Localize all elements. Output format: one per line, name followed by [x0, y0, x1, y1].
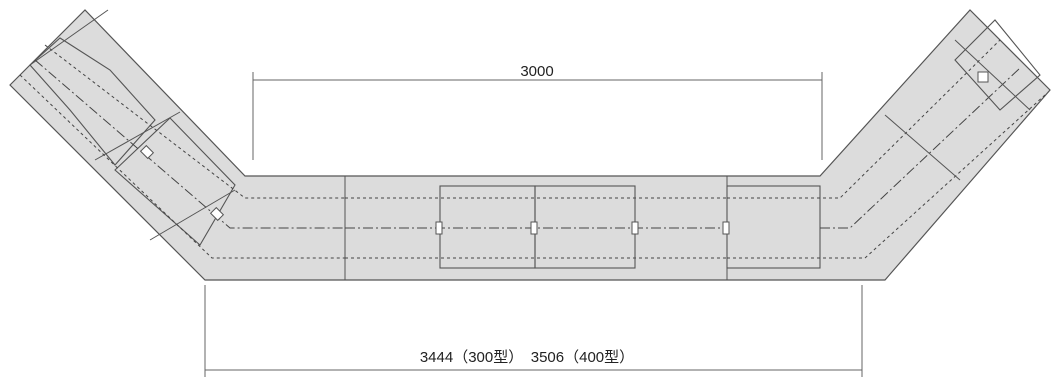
trough-body: [9, 9, 1051, 281]
left-box-upper: [29, 37, 156, 166]
left-segment-line-1: [29, 9, 109, 66]
nub-1: [435, 221, 443, 235]
nub-2: [530, 221, 538, 235]
left-dashed-outer: [19, 74, 345, 259]
left-segment-line-2: [94, 111, 181, 161]
right-segment-line-1: [884, 114, 961, 181]
right-dashed-upper: [727, 39, 1001, 199]
top-dimension-label: 3000: [520, 63, 553, 80]
nub-7: [977, 71, 989, 83]
left-box-lower: [114, 117, 236, 246]
right-centerline: [820, 67, 1021, 229]
left-segment-line-3: [149, 189, 236, 241]
left-centerline: [34, 59, 345, 229]
right-box-upper: [954, 19, 1041, 111]
nub-6: [209, 206, 225, 222]
bottom-dimension-label: 3444（300型） 3506（400型）: [420, 349, 634, 366]
nub-4: [722, 221, 730, 235]
right-dashed-lower: [727, 94, 1046, 259]
nub-3: [631, 221, 639, 235]
left-dashed-inner: [44, 44, 345, 199]
right-segment-line-2: [954, 39, 1031, 111]
nub-5: [139, 144, 155, 160]
